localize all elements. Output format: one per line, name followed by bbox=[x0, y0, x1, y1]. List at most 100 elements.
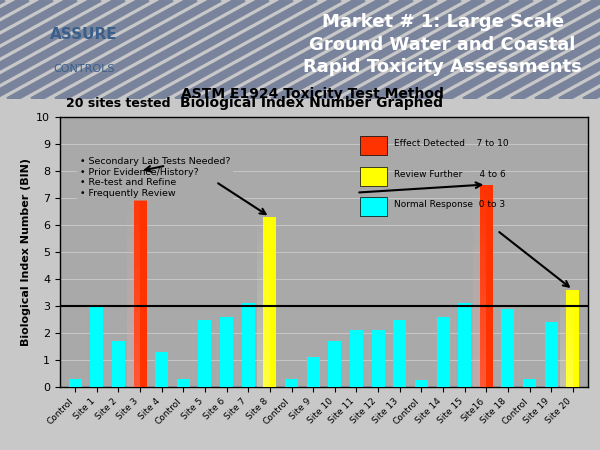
Bar bbox=[199, 320, 211, 387]
Bar bbox=[257, 310, 270, 319]
Bar bbox=[257, 285, 270, 293]
Bar bbox=[127, 203, 140, 214]
Bar bbox=[127, 376, 140, 387]
Bar bbox=[560, 324, 573, 328]
Bar bbox=[473, 346, 486, 356]
Bar bbox=[127, 301, 140, 311]
Bar bbox=[257, 319, 270, 328]
Bar bbox=[127, 268, 140, 279]
Bar bbox=[257, 251, 270, 259]
Bar bbox=[134, 171, 146, 387]
Bar bbox=[257, 345, 270, 353]
Bar bbox=[257, 336, 270, 345]
Bar bbox=[350, 330, 363, 387]
Bar bbox=[127, 365, 140, 376]
Bar bbox=[473, 316, 486, 326]
Bar bbox=[473, 225, 486, 235]
Bar bbox=[257, 353, 270, 361]
Bar bbox=[127, 344, 140, 355]
Bar bbox=[473, 286, 486, 296]
Bar bbox=[458, 303, 471, 387]
Bar bbox=[560, 304, 573, 309]
Bar bbox=[560, 328, 573, 333]
Bar bbox=[560, 295, 573, 300]
Bar bbox=[257, 302, 270, 310]
Text: CONTROLS: CONTROLS bbox=[53, 64, 115, 74]
Bar bbox=[560, 363, 573, 368]
Bar bbox=[328, 341, 341, 387]
Bar bbox=[127, 311, 140, 322]
Bar bbox=[127, 279, 140, 290]
Bar bbox=[523, 379, 536, 387]
Bar bbox=[127, 257, 140, 268]
Bar bbox=[257, 276, 270, 285]
Bar bbox=[257, 243, 270, 251]
Bar bbox=[473, 306, 486, 316]
Bar bbox=[257, 234, 270, 243]
Bar bbox=[560, 309, 573, 314]
Bar bbox=[560, 373, 573, 377]
Bar bbox=[560, 368, 573, 373]
Bar bbox=[90, 306, 103, 387]
Bar bbox=[560, 319, 573, 324]
Bar bbox=[473, 367, 486, 377]
Bar bbox=[415, 380, 428, 387]
Bar bbox=[263, 217, 277, 387]
Bar bbox=[473, 275, 486, 286]
Bar bbox=[473, 245, 486, 256]
Bar bbox=[257, 293, 270, 302]
Text: ASTM E1924 Toxicity Test Method: ASTM E1924 Toxicity Test Method bbox=[181, 87, 443, 101]
Bar bbox=[560, 377, 573, 382]
Bar bbox=[437, 317, 449, 387]
Bar bbox=[560, 338, 573, 343]
Bar bbox=[257, 225, 270, 234]
Bar bbox=[473, 356, 486, 367]
Bar bbox=[127, 214, 140, 225]
Bar bbox=[155, 352, 168, 387]
Y-axis label: Biological Index Number (BIN): Biological Index Number (BIN) bbox=[21, 158, 31, 346]
Bar bbox=[127, 171, 140, 182]
Bar bbox=[473, 266, 486, 275]
Bar bbox=[473, 215, 486, 225]
Bar bbox=[242, 303, 255, 387]
Bar bbox=[257, 361, 270, 370]
Bar bbox=[127, 290, 140, 301]
Bar bbox=[560, 333, 573, 338]
Bar bbox=[371, 330, 385, 387]
Text: • Secondary Lab Tests Needed?
• Prior Evidence/History?
• Re-test and Refine
• F: • Secondary Lab Tests Needed? • Prior Ev… bbox=[80, 158, 230, 198]
Bar bbox=[473, 205, 486, 215]
Bar bbox=[480, 184, 493, 387]
Bar bbox=[257, 328, 270, 336]
Bar bbox=[127, 236, 140, 247]
Bar bbox=[112, 341, 125, 387]
Bar bbox=[127, 225, 140, 236]
Bar bbox=[473, 256, 486, 266]
Bar bbox=[257, 370, 270, 378]
Text: ASSURE: ASSURE bbox=[50, 27, 118, 42]
Text: 20 sites tested: 20 sites tested bbox=[66, 97, 170, 110]
Bar bbox=[473, 235, 486, 245]
Bar bbox=[127, 333, 140, 344]
Bar bbox=[473, 337, 486, 347]
Bar bbox=[502, 309, 514, 387]
Bar bbox=[560, 382, 573, 387]
Bar bbox=[560, 300, 573, 304]
Bar bbox=[285, 379, 298, 387]
Bar bbox=[68, 379, 82, 387]
Bar bbox=[473, 296, 486, 306]
Bar bbox=[566, 290, 580, 387]
Bar bbox=[220, 317, 233, 387]
Bar bbox=[473, 326, 486, 337]
Bar bbox=[257, 378, 270, 387]
Bar bbox=[307, 357, 320, 387]
Bar bbox=[560, 348, 573, 353]
Bar bbox=[127, 355, 140, 365]
Bar bbox=[473, 184, 486, 194]
Bar bbox=[560, 290, 573, 295]
Bar bbox=[257, 259, 270, 268]
Bar bbox=[560, 314, 573, 319]
Bar bbox=[393, 320, 406, 387]
Bar bbox=[127, 193, 140, 203]
Bar bbox=[560, 343, 573, 348]
Bar bbox=[257, 268, 270, 276]
